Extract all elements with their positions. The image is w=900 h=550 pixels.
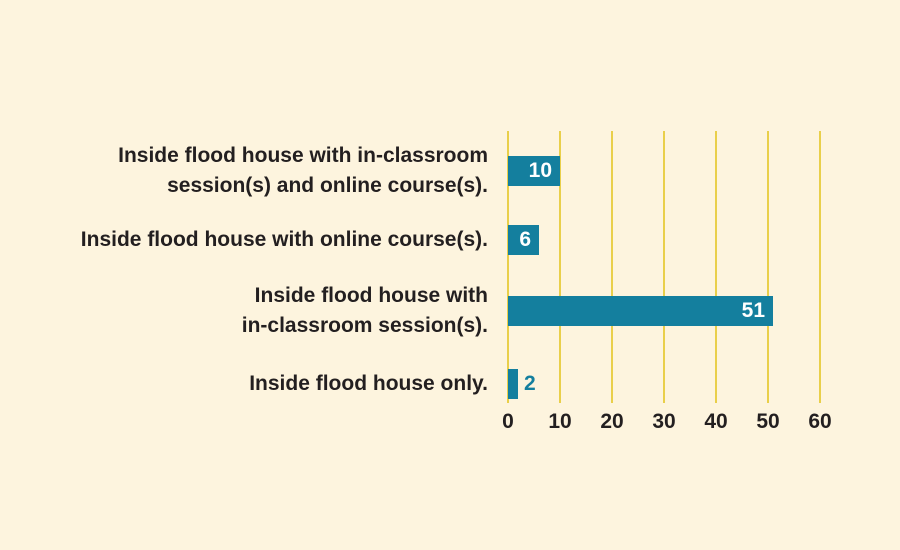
bar-3 [508,369,518,399]
bar-1 [508,225,539,255]
x-axis-tick-label: 10 [548,410,572,433]
bar-value-label: 51 [741,299,765,322]
category-label: Inside flood house only. [30,369,488,399]
x-axis-tick-label: 30 [652,410,676,433]
category-label-line: in-classroom session(s). [241,314,488,337]
category-label: Inside flood house with in-classroom sess… [30,141,488,201]
x-axis-tick-label: 20 [600,410,624,433]
bar-value-label: 2 [524,372,536,395]
x-axis-tick-label: 40 [704,410,728,433]
category-label: Inside flood house with online course(s)… [30,225,488,255]
x-axis-tick-label: 60 [808,410,832,433]
category-label-line: Inside flood house only. [249,372,488,395]
x-axis-tick-label: 0 [502,410,514,433]
bar-value-label: 10 [528,159,552,182]
gridline-30 [663,131,665,403]
x-axis-tick-label: 50 [756,410,780,433]
bar-value-label: 6 [519,228,531,251]
gridline-50 [767,131,769,403]
category-label-line: Inside flood house with online course(s)… [80,228,488,251]
gridline-40 [715,131,717,403]
category-label-line: session(s) and online course(s). [167,174,488,197]
category-label: Inside flood house with in-classroom sess… [30,281,488,341]
category-label-line: Inside flood house with in-classroom [118,144,488,167]
bar-0 [508,156,560,186]
category-label-line: Inside flood house with [254,284,488,307]
gridline-0 [507,131,509,403]
gridline-60 [819,131,821,403]
bar-2 [508,296,773,326]
gridline-10 [559,131,561,403]
gridline-20 [611,131,613,403]
